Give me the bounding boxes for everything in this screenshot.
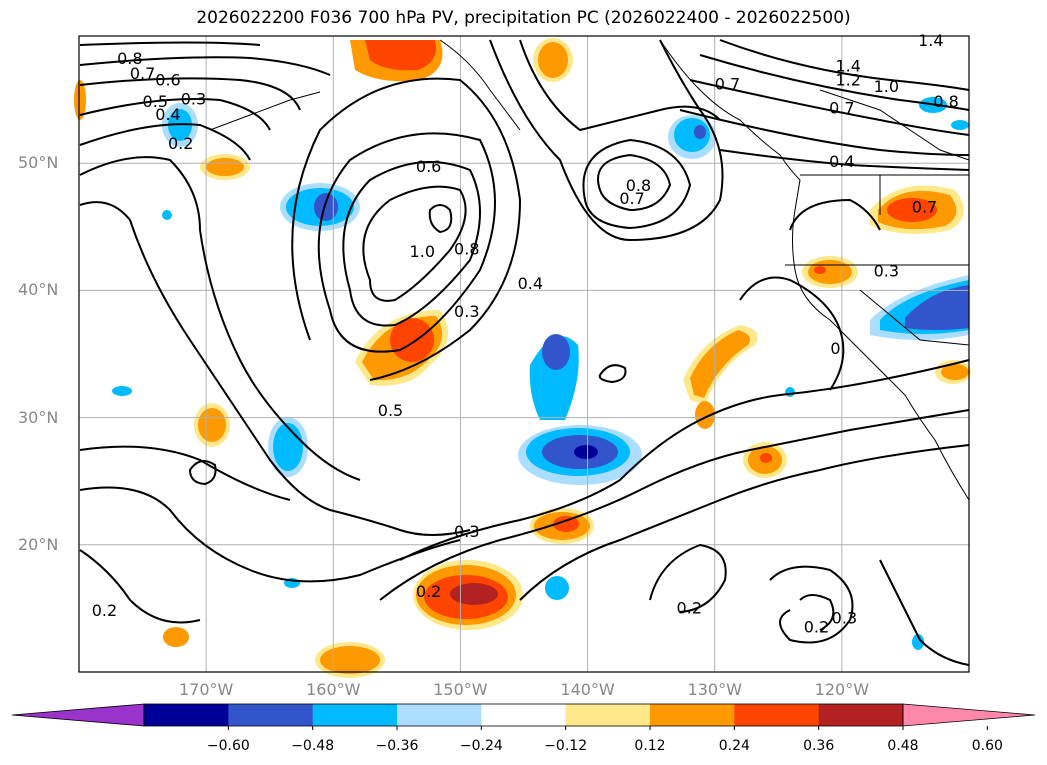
colorbar-segment	[481, 704, 567, 726]
colorbar-label: −0.60	[206, 738, 250, 754]
lon-tick-label: 160°W	[306, 680, 361, 699]
colorbar	[11, 703, 1036, 730]
lon-tick-label: 120°W	[814, 680, 870, 699]
lon-tick-label: 150°W	[433, 680, 488, 699]
colorbar-label: −0.12	[544, 738, 588, 754]
lon-tick-label: 140°W	[560, 680, 615, 699]
colorbar-label: −0.36	[375, 738, 419, 754]
contour-label: 0.7	[715, 74, 740, 93]
colorbar-segment	[397, 704, 482, 726]
map-gridlines	[79, 36, 969, 672]
lat-tick-label: 50°N	[18, 153, 59, 173]
contour-label: 0.2	[416, 582, 441, 601]
contour-label: 1.0	[874, 77, 899, 96]
contour-label: 0.5	[143, 92, 168, 111]
colorbar-arrow-low	[11, 703, 145, 727]
contour-label: 0.7	[619, 189, 644, 208]
coastlines	[209, 39, 970, 501]
contour-label: 0.4	[155, 105, 180, 124]
colorbar-arrow-high	[902, 703, 1036, 727]
contour-label: 1.4	[918, 31, 943, 50]
contour-label: 0.4	[518, 274, 543, 293]
colorbar-segment	[818, 704, 904, 726]
colorbar-segment	[144, 704, 229, 726]
contour-label: 1.0	[410, 242, 435, 261]
pv-contours	[79, 39, 970, 666]
contour-label: 0	[830, 339, 840, 358]
lat-tick-label: 30°N	[18, 407, 59, 427]
contour-label: 0.3	[454, 522, 479, 541]
lat-tick-label: 20°N	[18, 534, 59, 554]
contour-label: 0.8	[933, 92, 958, 111]
colorbar-label: 0.48	[887, 738, 919, 754]
contour-label: 0.6	[416, 157, 441, 176]
colorbar-label: −0.48	[291, 738, 335, 754]
contour-label: 0.8	[454, 240, 479, 259]
contour-label: 0.8	[626, 176, 651, 195]
colorbar-label: 0.12	[634, 738, 666, 754]
colorbar-outline	[143, 703, 904, 727]
map-frame	[78, 35, 970, 673]
contour-label: 1.4	[835, 57, 860, 76]
lon-tick-label: 170°W	[178, 680, 234, 699]
colorbar-label: 0.60	[971, 738, 1003, 754]
precipitation-fields	[74, 38, 971, 678]
contour-label: 0.3	[181, 90, 206, 109]
contour-label: 1.2	[835, 71, 860, 90]
contour-label: 0.8	[117, 49, 142, 68]
lat-tick-label: 40°N	[18, 280, 59, 300]
map-title: 2026022200 F036 700 hPa PV, precipitatio…	[196, 8, 851, 28]
colorbar-label: −0.24	[459, 738, 503, 754]
contour-label: 0.2	[92, 601, 117, 620]
colorbar-label: 0.24	[718, 738, 750, 754]
contour-label: 0.7	[130, 64, 155, 83]
contour-label: 0.2	[677, 598, 702, 617]
contour-label: 0.3	[454, 302, 479, 321]
colorbar-segment	[565, 704, 651, 726]
contour-label: 0.2	[804, 617, 829, 636]
colorbar-segment	[312, 704, 398, 726]
colorbar-label: 0.36	[803, 738, 835, 754]
colorbar-segment	[734, 704, 820, 726]
contour-label: 0.3	[874, 261, 899, 280]
colorbar-segment	[228, 704, 314, 726]
lon-tick-label: 130°W	[687, 680, 742, 699]
contour-label: 0.2	[168, 134, 193, 153]
contour-label: 0.7	[829, 99, 854, 118]
contour-label: 0.6	[155, 71, 180, 90]
contour-label: 0.3	[832, 609, 857, 628]
colorbar-segment	[650, 704, 735, 726]
contour-label: 0.7	[912, 198, 937, 217]
contour-labels: 0.80.7 0.60.50.40.30.20.61.0 0.80.30.40.80…	[92, 31, 959, 636]
contour-label: 0.4	[829, 152, 854, 171]
contour-label: 0.5	[378, 401, 403, 420]
